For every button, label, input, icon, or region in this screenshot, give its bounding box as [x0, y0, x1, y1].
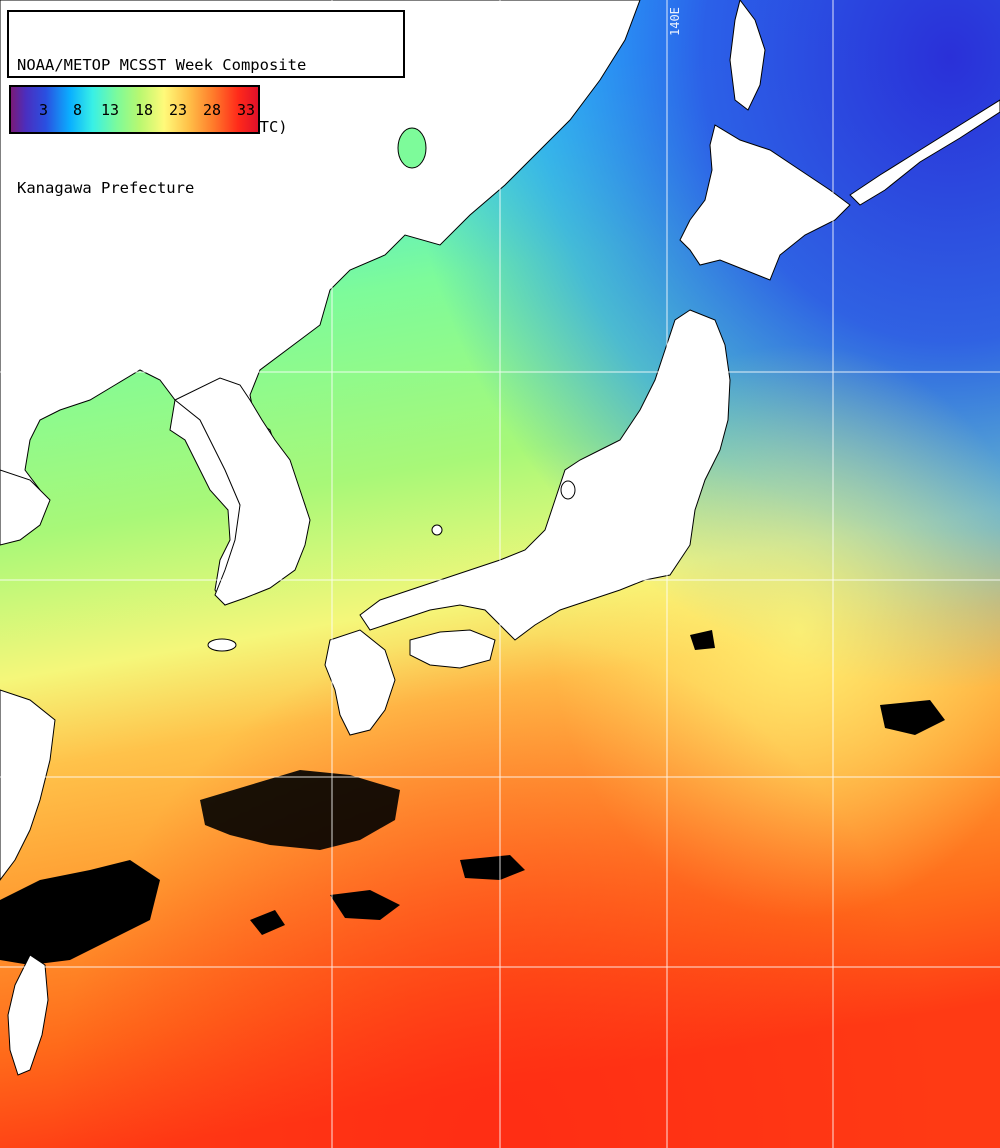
title-box: NOAA/METOP MCSST Week Composite 2025/05/…	[7, 10, 405, 197]
latitude-label: 45N	[14, 352, 36, 366]
kuril-islands	[849, 99, 1000, 206]
hokkaido	[679, 124, 851, 281]
jeju-island	[207, 638, 237, 652]
honshu	[359, 309, 731, 641]
china-coast	[0, 689, 56, 881]
taiwan	[7, 954, 49, 1076]
title-line-1: NOAA/METOP MCSST Week Composite	[17, 56, 307, 74]
title-line-3: Kanagawa Prefecture	[17, 179, 195, 197]
legend-tick: 3	[39, 101, 49, 119]
shandong-peninsula	[0, 469, 51, 546]
rishiri-island	[397, 127, 427, 169]
sakhalin	[729, 0, 766, 111]
oki-island	[431, 524, 443, 536]
shikoku	[409, 629, 496, 669]
sado-island	[560, 480, 576, 500]
cloud-mask	[0, 630, 945, 965]
legend-tick: 18	[135, 101, 154, 119]
temperature-legend: 3 8 13 18 23 28 33	[9, 85, 260, 134]
legend-tick: 8	[73, 101, 83, 119]
land	[0, 0, 1000, 1076]
korea-peninsula	[174, 377, 311, 606]
legend-tick: 28	[203, 101, 222, 119]
legend-tick: 13	[101, 101, 120, 119]
longitude-label: 140E	[668, 7, 682, 36]
legend-tick: 33	[237, 101, 256, 119]
legend-tick: 23	[169, 101, 188, 119]
